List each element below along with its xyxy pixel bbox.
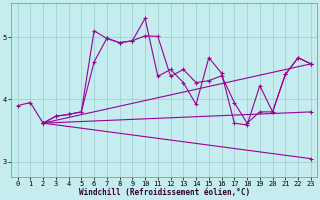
X-axis label: Windchill (Refroidissement éolien,°C): Windchill (Refroidissement éolien,°C) bbox=[79, 188, 250, 197]
